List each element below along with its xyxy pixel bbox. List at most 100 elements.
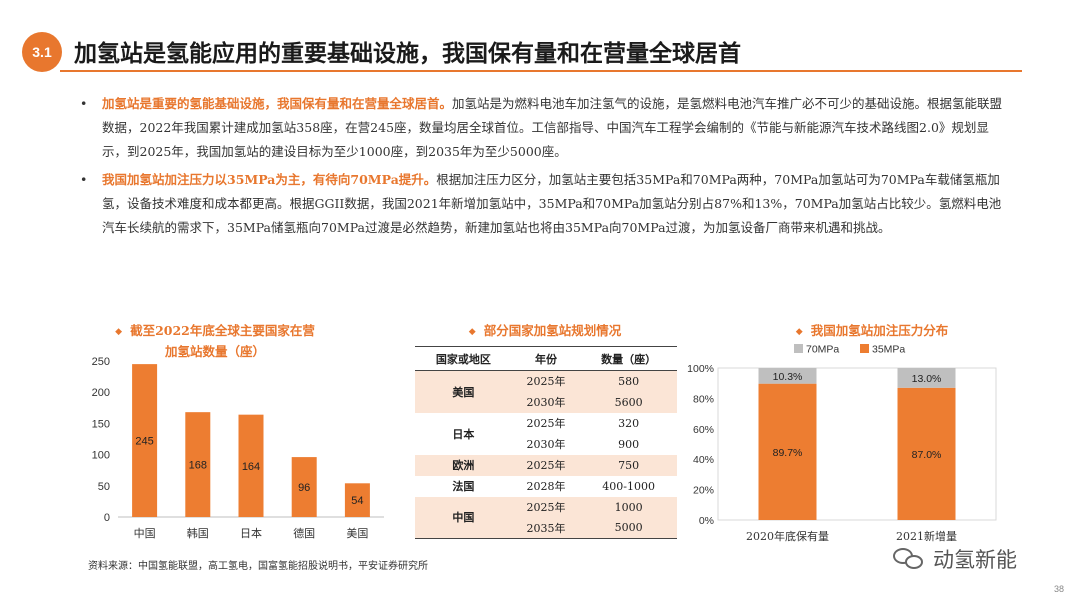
y-tick-label: 50 (98, 481, 110, 493)
chart1-title-line2: 加氢站数量（座） (164, 344, 265, 359)
table-cell-count: 1000 (580, 496, 677, 518)
page-number: 38 (1054, 584, 1065, 594)
y-tick-label: 60% (693, 424, 714, 436)
table-cell-count: 5000 (580, 517, 677, 539)
x-tick-label: 中国 (134, 527, 156, 540)
table-cell-year: 2035年 (511, 517, 581, 539)
x-tick-label: 2020年底保有量 (746, 529, 829, 543)
table-cell-region: 欧洲 (415, 454, 512, 476)
diamond-icon: ◆ (795, 327, 803, 337)
bullet-dot-icon: • (80, 172, 88, 187)
stacked-bar-segment (758, 368, 817, 384)
bullet-dot-icon: • (80, 96, 88, 111)
chart1-title: ◆ 截至2022年底全球主要国家在营 加氢站数量（座） (100, 321, 330, 362)
chart1-title-line1: 截至2022年底全球主要国家在营 (130, 323, 315, 338)
table-title: ◆ 部分国家加氢站规划情况 (420, 321, 670, 342)
x-tick-label: 韩国 (187, 526, 209, 540)
x-tick-label: 日本 (240, 526, 262, 540)
legend-swatch (860, 344, 869, 353)
bullet-text: 根据加注压力区分，加氢站主要包括35MPa和70MPa两种，70MPa加氢站可为… (102, 172, 1002, 235)
page-title: 加氢站是氢能应用的重要基础设施，我国保有量和在营量全球居首 (74, 41, 741, 67)
x-tick-label: 2021新增量 (896, 529, 957, 543)
y-tick-label: 20% (693, 485, 714, 497)
table-header: 数量（座） (580, 346, 677, 371)
bar (238, 414, 264, 517)
y-tick-label: 0% (699, 515, 714, 527)
bullet-item-1: • 加氢站是重要的氢能基础设施，我国保有量和在营量全球居首。加氢站是为燃料电池车… (80, 92, 1010, 164)
watermark: 动氢新能 (893, 544, 1017, 574)
bar-value-label: 96 (298, 482, 310, 494)
bar (132, 364, 158, 517)
table-cell-year: 2025年 (511, 496, 581, 518)
bullet-highlight: 加氢站是重要的氢能基础设施，我国保有量和在营量全球居首。 (102, 96, 453, 111)
table-cell-year: 2025年 (511, 370, 581, 392)
legend-label: 70MPa (806, 344, 839, 356)
bar-value-label: 168 (189, 460, 207, 472)
table-row: 2030年 900 (415, 434, 677, 455)
table-cell-count: 400-1000 (602, 479, 655, 493)
table-cell-region: 美国 (415, 370, 512, 413)
segment-value-label: 10.3% (773, 371, 803, 383)
bar (291, 457, 317, 517)
segment-value-label: 87.0% (912, 449, 942, 461)
bar-value-label: 54 (351, 495, 363, 507)
bullet-text: 加氢站是为燃料电池车加注氢气的设施，是氢燃料电池汽车推广必不可少的基础设施。根据… (102, 96, 1003, 159)
segment-value-label: 13.0% (912, 373, 942, 385)
hydrogen-station-count-chart: 0 50 100 150 200 250 245 中国 168 韩国 164 日本 96 德国 54 美国 (92, 356, 384, 540)
table-row: 欧洲 2025年 750 (415, 454, 677, 476)
segment-value-label: 89.7% (773, 447, 803, 459)
legend-swatch (794, 344, 803, 353)
table-cell-count: 320 (618, 416, 640, 430)
stacked-bar-segment (897, 368, 956, 388)
table-cell-year: 2030年 (526, 438, 566, 451)
bullet-highlight: 我国加氢站加注压力以35MPa为主，有待向70MPa提升。 (102, 172, 437, 187)
table-row: 日本 2025年 320 (415, 413, 677, 441)
bullet-item-2: • 我国加氢站加注压力以35MPa为主，有待向70MPa提升。根据加注压力区分，… (80, 168, 1010, 240)
bar-value-label: 164 (242, 461, 260, 473)
table-cell-year: 2025年 (526, 417, 566, 430)
table-cell-count: 580 (580, 370, 677, 392)
table-row: 2030年 5600 (415, 391, 677, 413)
chart3-title-text: 我国加氢站加注压力分布 (810, 323, 949, 338)
table-cell-year: 2028年 (526, 480, 566, 493)
section-number-badge: 3.1 (22, 32, 62, 72)
y-tick-label: 100% (687, 363, 714, 375)
table-cell-count: 5600 (580, 391, 677, 413)
table-row: 2035年 5000 (415, 517, 677, 539)
title-divider (60, 70, 1022, 72)
legend-label: 35MPa (872, 344, 905, 356)
bar (185, 412, 211, 517)
table-header: 年份 (511, 346, 581, 371)
y-tick-label: 40% (693, 454, 714, 466)
diamond-icon: ◆ (468, 327, 476, 337)
y-tick-label: 100 (92, 450, 110, 462)
table-row: 法国 2028年 400-1000 (415, 476, 677, 497)
table-cell-region: 日本 (452, 427, 475, 441)
y-tick-label: 250 (92, 356, 110, 368)
bar (344, 483, 370, 517)
watermark-text: 动氢新能 (933, 548, 1017, 572)
table-row: 美国 2025年 580 (415, 370, 677, 413)
x-tick-label: 德国 (293, 526, 315, 540)
table-cell-year: 2025年 (511, 454, 581, 476)
table-title-text: 部分国家加氢站规划情况 (483, 323, 622, 338)
table-cell-year: 2030年 (511, 391, 581, 413)
table-cell-region: 法国 (452, 480, 475, 493)
x-tick-label: 美国 (346, 527, 368, 540)
table-row: 中国 2025年 1000 (415, 496, 677, 539)
plot-frame (717, 367, 997, 521)
y-tick-label: 150 (92, 418, 110, 430)
diamond-icon: ◆ (115, 327, 123, 337)
table-cell-region: 中国 (415, 496, 512, 539)
bar-value-label: 245 (135, 436, 153, 448)
y-tick-label: 80% (693, 393, 714, 405)
chart3-title: ◆ 我国加氢站加注压力分布 (752, 321, 992, 342)
stacked-bar-segment (758, 383, 817, 520)
table-cell-count: 900 (618, 437, 640, 451)
stacked-bar-segment (897, 387, 956, 520)
pressure-distribution-chart: 0% 20% 40% 60% 80% 100% 70MPa 35MPa 89.7% 10.3% 20… (687, 344, 997, 543)
table-header-row: 国家或地区 年份 数量（座） (415, 346, 677, 371)
source-note: 资料来源：中国氢能联盟，高工氢电，国富氢能招股说明书，平安证券研究所 (88, 561, 428, 572)
table-header: 国家或地区 (415, 346, 512, 371)
bullet-list: • 加氢站是重要的氢能基础设施，我国保有量和在营量全球居首。加氢站是为燃料电池车… (80, 92, 1010, 244)
